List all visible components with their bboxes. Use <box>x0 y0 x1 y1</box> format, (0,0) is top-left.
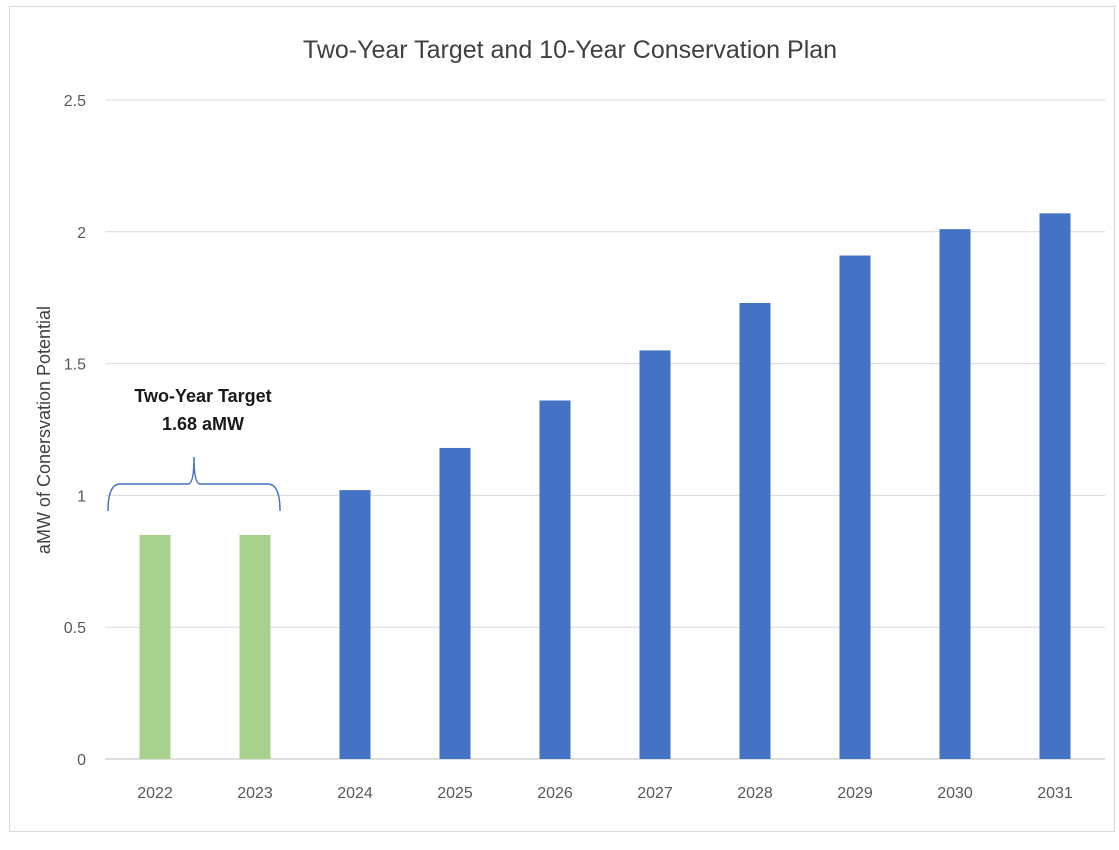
bar-2026 <box>539 400 571 759</box>
y-tick-label: 2.5 <box>64 93 86 110</box>
annotation-line-1: Two-Year Target <box>134 386 271 406</box>
x-axis-ticks: 2022 2023 2024 2025 2026 2027 2028 2029 2030 2031 <box>137 785 1073 802</box>
x-tick-label: 2031 <box>1037 785 1073 802</box>
x-tick-label: 2030 <box>937 785 973 802</box>
two-year-target-annotation: Two-Year Target 1.68 aMW <box>107 386 281 512</box>
bar-2025 <box>439 447 471 759</box>
bar-2023 <box>239 534 271 759</box>
bar-2030 <box>939 229 971 759</box>
chart-title: Two-Year Target and 10-Year Conservation… <box>303 36 837 64</box>
annotation-line-2: 1.68 aMW <box>162 414 244 434</box>
y-axis-ticks: 0 0.5 1 1.5 2 2.5 <box>64 93 86 769</box>
x-tick-label: 2025 <box>437 785 473 802</box>
x-tick-label: 2028 <box>737 785 773 802</box>
bar-2027 <box>639 350 671 759</box>
bar-2028 <box>739 302 771 759</box>
bar-2029 <box>839 255 871 760</box>
target-brace <box>107 456 281 512</box>
y-tick-label: 1.5 <box>64 357 86 374</box>
y-tick-label: 0.5 <box>64 620 86 637</box>
y-tick-label: 1 <box>77 488 86 505</box>
gridlines <box>105 99 1105 760</box>
bar-2022 <box>139 534 171 759</box>
bar-2031 <box>1039 213 1071 759</box>
y-tick-label: 0 <box>77 752 86 769</box>
x-tick-label: 2024 <box>337 785 373 802</box>
x-tick-label: 2027 <box>637 785 673 802</box>
x-tick-label: 2029 <box>837 785 873 802</box>
bars <box>139 213 1071 760</box>
y-axis-label: aMW of Conersvation Potential <box>34 306 54 554</box>
x-tick-label: 2022 <box>137 785 173 802</box>
y-tick-label: 2 <box>77 225 86 242</box>
bar-2024 <box>339 490 371 759</box>
x-tick-label: 2023 <box>237 785 273 802</box>
x-tick-label: 2026 <box>537 785 573 802</box>
